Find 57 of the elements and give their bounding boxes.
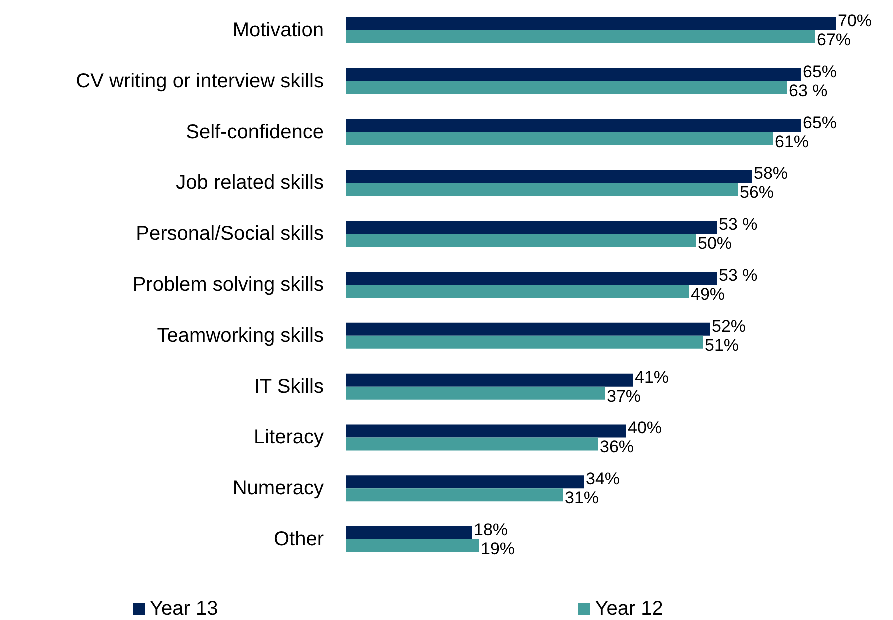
y-tick-label: Personal/Social skills: [136, 223, 324, 246]
bar: [346, 68, 801, 82]
data-label: 65%: [803, 113, 838, 132]
bar: [346, 170, 752, 184]
data-label: 37%: [607, 386, 642, 406]
data-label: 61%: [775, 132, 810, 152]
bar: [346, 272, 717, 285]
bar: [346, 374, 633, 387]
bar: [346, 285, 689, 298]
data-label: 49%: [691, 285, 726, 304]
y-tick-label: Problem solving skills: [132, 274, 324, 296]
bar: [346, 132, 773, 146]
y-tick-label: Numeracy: [232, 478, 324, 500]
y-tick-label: Job related skills: [176, 172, 324, 194]
bar: [346, 438, 598, 451]
bar: [346, 476, 584, 489]
y-tick-label: Self-confidence: [186, 121, 324, 144]
y-tick-label: CV writing or interview skills: [76, 70, 324, 92]
bar: [346, 17, 836, 30]
data-label: 18%: [474, 520, 508, 540]
bar: [346, 81, 787, 94]
data-label: 52%: [712, 316, 746, 336]
bar: [346, 221, 717, 234]
data-label: 70%: [838, 11, 872, 30]
bar: [346, 119, 801, 132]
bar: [346, 424, 626, 438]
data-label: 67%: [817, 30, 852, 50]
data-label: 63 %: [789, 81, 828, 100]
data-label: 34%: [586, 470, 620, 489]
data-label: 31%: [565, 488, 600, 508]
bar: [346, 488, 563, 502]
bar: [346, 526, 472, 540]
data-label: 56%: [740, 183, 774, 202]
data-label: 19%: [481, 540, 516, 559]
y-tick-label: Motivation: [232, 19, 324, 42]
bar: [346, 386, 605, 400]
data-label: 41%: [635, 368, 670, 387]
data-label: 51%: [705, 336, 740, 355]
data-label: 36%: [600, 438, 634, 457]
legend-label: Year 12: [595, 598, 664, 620]
y-tick-label: Literacy: [254, 426, 324, 449]
y-tick-label: Teamworking skills: [157, 324, 324, 347]
bar: [346, 30, 815, 44]
data-label: 40%: [628, 418, 662, 438]
bar: [346, 336, 703, 349]
legend-label: Year 13: [150, 598, 218, 620]
bar: [346, 322, 710, 336]
data-label: 53 %: [719, 215, 758, 234]
y-tick-label: IT Skills: [254, 376, 324, 398]
bar: [346, 234, 696, 248]
data-label: 53 %: [719, 266, 758, 285]
data-label: 50%: [698, 234, 732, 254]
bar: [346, 540, 479, 553]
data-label: 58%: [754, 164, 788, 184]
y-tick-label: Other: [274, 528, 324, 551]
bar: [346, 183, 738, 196]
data-label: 65%: [803, 62, 838, 82]
